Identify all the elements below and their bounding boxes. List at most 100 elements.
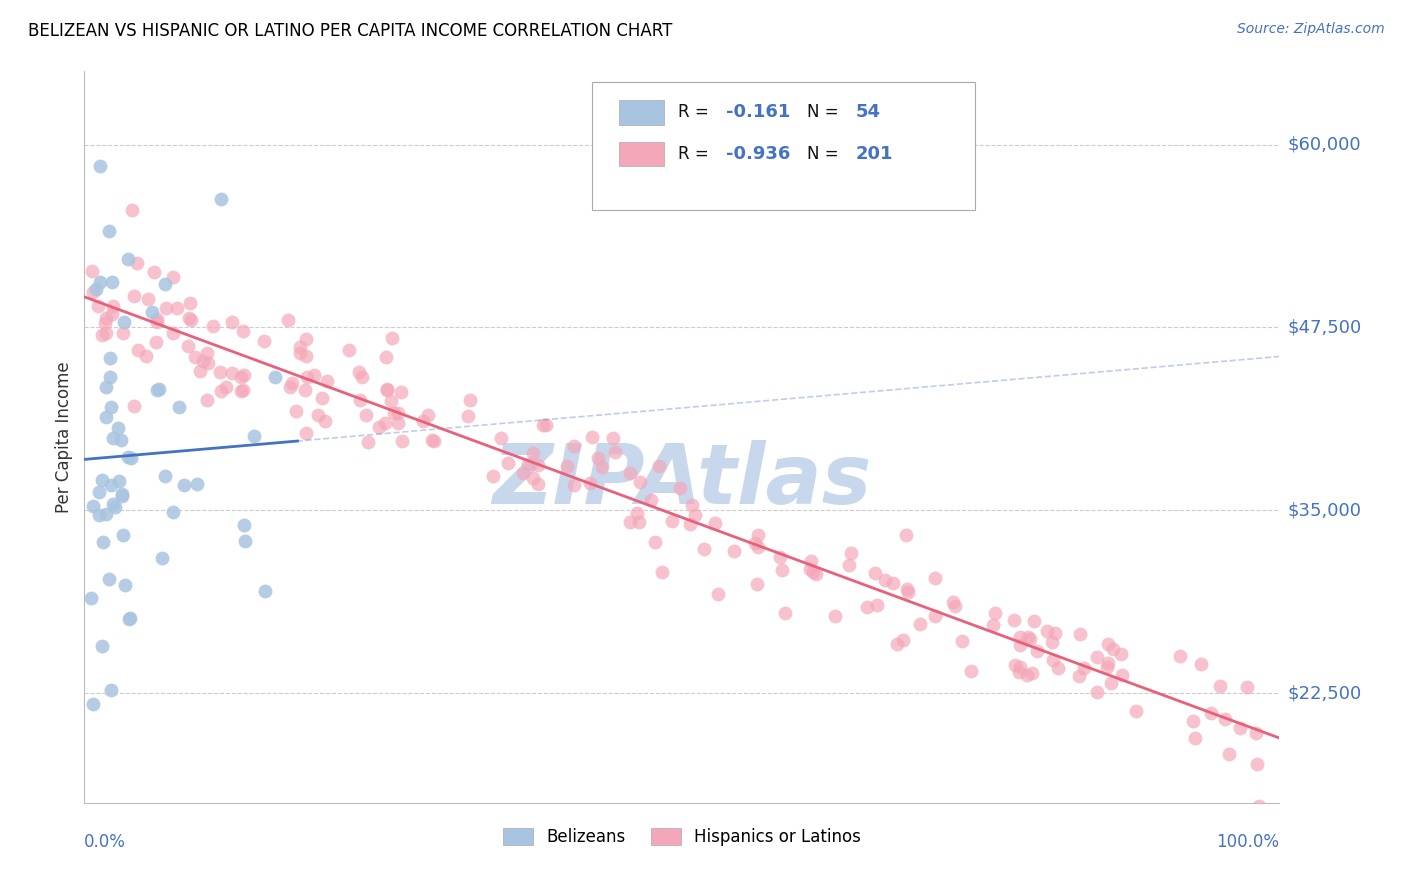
Point (94, 409, 117, 424)
Point (80, 264, 103, 278)
Point (263, 370, 285, 384)
Point (84, 282, 107, 296)
Point (316, 374, 339, 388)
Text: $22,500: $22,500 (1288, 684, 1362, 702)
Point (1026, 643, 1049, 657)
Point (651, 565, 673, 579)
Point (125, 256, 148, 270)
Point (517, 458, 540, 472)
Point (367, 419, 389, 434)
Point (586, 451, 609, 466)
Point (232, 383, 254, 397)
Point (354, 408, 377, 422)
Text: $47,500: $47,500 (1288, 318, 1362, 336)
Point (704, 516, 727, 530)
Point (208, 365, 231, 379)
Point (496, 456, 519, 470)
Point (661, 514, 683, 528)
Point (82, 499, 104, 513)
Point (924, 609, 946, 624)
Point (382, 406, 405, 420)
Point (768, 549, 790, 564)
Point (93, 534, 115, 549)
Point (231, 384, 253, 399)
Point (897, 584, 920, 599)
Text: 100.0%: 100.0% (1216, 833, 1279, 851)
Point (202, 319, 225, 334)
Point (281, 376, 304, 391)
Point (531, 418, 554, 433)
Point (100, 400, 122, 414)
Point (1002, 613, 1025, 627)
Point (1218, 747, 1240, 761)
Point (562, 440, 585, 454)
Point (1102, 641, 1125, 656)
Point (644, 535, 666, 549)
Point (387, 416, 409, 430)
Point (143, 265, 166, 279)
Point (122, 289, 145, 303)
Point (136, 293, 159, 307)
Point (94, 311, 117, 326)
Point (231, 370, 253, 384)
Point (89, 160, 111, 174)
Point (1042, 653, 1064, 667)
Point (924, 571, 946, 585)
Point (669, 481, 692, 495)
Point (896, 528, 918, 542)
Point (233, 533, 256, 548)
Point (294, 383, 316, 397)
Point (1069, 627, 1091, 641)
Point (253, 584, 276, 599)
Point (628, 475, 651, 489)
Point (1189, 657, 1212, 671)
Point (522, 471, 544, 485)
Text: R =: R = (678, 103, 714, 121)
Point (1004, 657, 1026, 672)
Point (1182, 714, 1205, 728)
Point (747, 528, 769, 542)
Point (288, 346, 311, 360)
Point (107, 421, 129, 435)
Point (295, 425, 318, 440)
Point (349, 365, 371, 379)
Point (678, 516, 700, 531)
Point (117, 450, 139, 464)
Point (482, 468, 505, 483)
Text: N =: N = (807, 103, 844, 121)
Point (896, 582, 918, 596)
Point (1097, 637, 1119, 651)
Point (1047, 660, 1070, 674)
Point (534, 417, 557, 432)
Point (1017, 630, 1039, 644)
Text: N =: N = (807, 145, 844, 163)
Point (1125, 704, 1147, 718)
Point (118, 612, 141, 626)
Text: Source: ZipAtlas.com: Source: ZipAtlas.com (1237, 22, 1385, 37)
Point (457, 409, 479, 423)
Point (983, 606, 1005, 620)
Point (744, 536, 766, 550)
Point (232, 368, 254, 382)
Point (82, 698, 104, 712)
Point (1042, 634, 1064, 648)
Point (96, 508, 118, 522)
Point (747, 541, 769, 555)
Point (1008, 630, 1031, 644)
Point (420, 434, 443, 448)
Point (1184, 731, 1206, 745)
Point (772, 564, 794, 578)
Point (111, 528, 134, 542)
Point (209, 384, 232, 399)
Point (195, 346, 218, 360)
Point (375, 383, 398, 397)
Point (873, 573, 896, 587)
Point (1111, 668, 1133, 682)
Point (253, 334, 276, 348)
Point (117, 252, 139, 267)
Point (162, 269, 184, 284)
Text: -0.161: -0.161 (725, 103, 790, 121)
Point (1229, 721, 1251, 735)
Point (89, 508, 111, 523)
Point (1097, 657, 1119, 671)
